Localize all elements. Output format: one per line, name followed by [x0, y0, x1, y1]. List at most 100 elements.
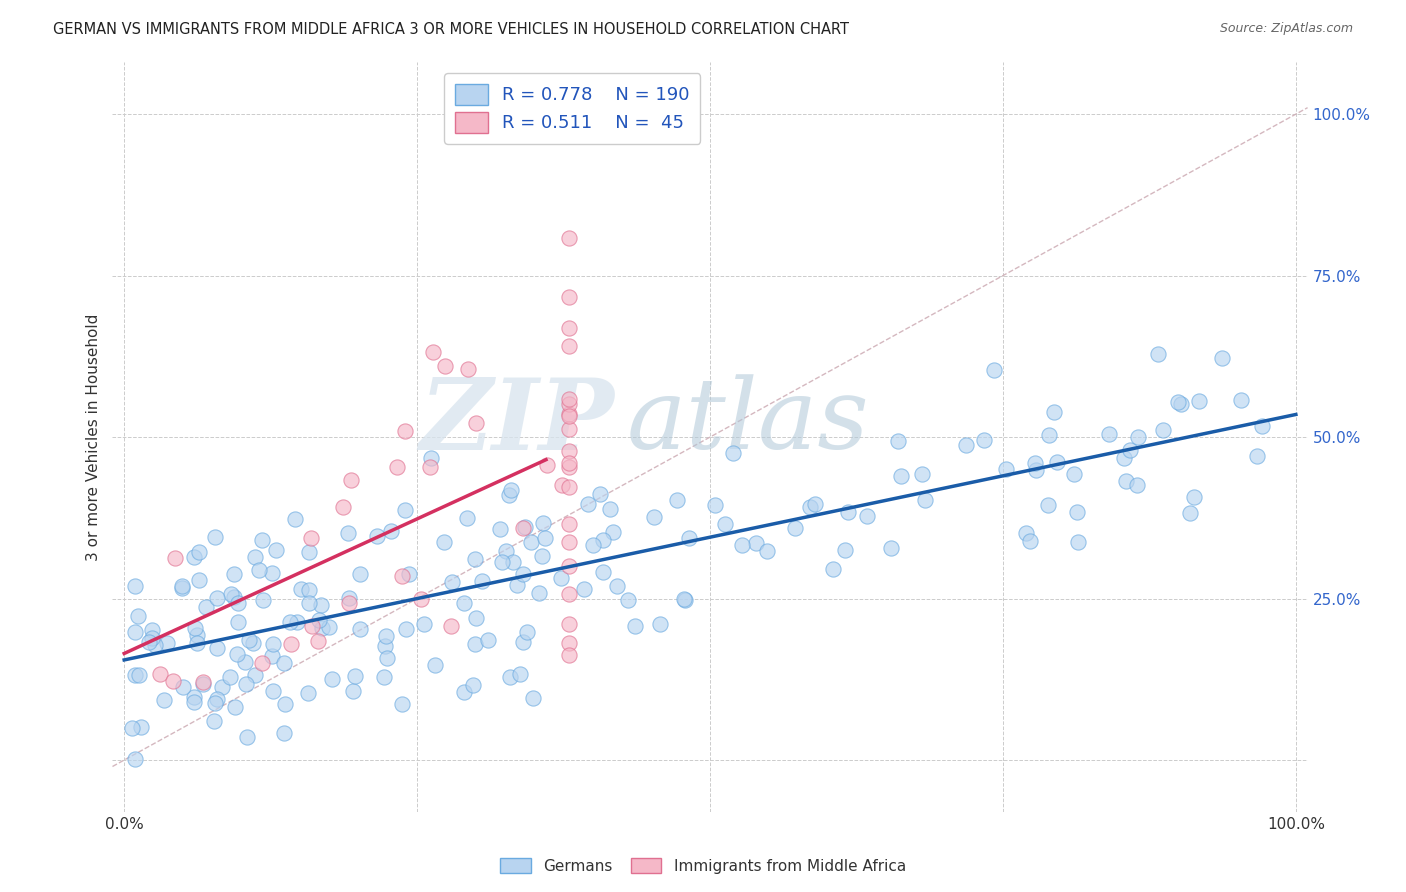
Point — [205, 640, 228, 655]
Point — [821, 562, 844, 576]
Point — [1098, 427, 1121, 442]
Point — [834, 543, 856, 558]
Point — [572, 582, 595, 596]
Point — [439, 619, 461, 633]
Point — [558, 456, 581, 470]
Point — [1119, 443, 1142, 458]
Point — [1112, 450, 1135, 465]
Point — [1014, 526, 1036, 541]
Point — [1167, 395, 1189, 409]
Point — [502, 555, 524, 569]
Point — [558, 421, 581, 435]
Point — [183, 621, 205, 635]
Point — [249, 563, 271, 577]
Point — [558, 636, 581, 650]
Point — [156, 635, 179, 649]
Point — [262, 637, 284, 651]
Point — [558, 290, 581, 304]
Text: GERMAN VS IMMIGRANTS FROM MIDDLE AFRICA 3 OR MORE VEHICLES IN HOUSEHOLD CORRELAT: GERMAN VS IMMIGRANTS FROM MIDDLE AFRICA … — [53, 22, 849, 37]
Point — [558, 535, 581, 549]
Point — [170, 579, 193, 593]
Point — [205, 692, 228, 706]
Point — [337, 526, 360, 541]
Point — [205, 591, 228, 606]
Point — [124, 624, 146, 639]
Point — [666, 492, 689, 507]
Point — [422, 345, 444, 359]
Point — [558, 321, 581, 335]
Point — [550, 571, 572, 585]
Point — [224, 700, 246, 714]
Point — [298, 544, 321, 558]
Point — [238, 633, 260, 648]
Point — [309, 598, 332, 612]
Point — [419, 460, 441, 475]
Point — [1246, 449, 1268, 463]
Point — [222, 567, 245, 582]
Point — [745, 536, 768, 550]
Point — [1152, 423, 1174, 437]
Point — [143, 639, 166, 653]
Point — [1036, 498, 1059, 512]
Point — [714, 517, 737, 532]
Point — [233, 655, 256, 669]
Point — [245, 550, 267, 565]
Point — [202, 714, 225, 728]
Point — [592, 565, 614, 579]
Point — [678, 531, 700, 545]
Point — [520, 534, 543, 549]
Point — [1019, 533, 1042, 548]
Point — [558, 516, 581, 531]
Point — [183, 695, 205, 709]
Point — [188, 573, 211, 587]
Text: Source: ZipAtlas.com: Source: ZipAtlas.com — [1219, 22, 1353, 36]
Point — [558, 480, 581, 494]
Point — [280, 637, 302, 651]
Point — [489, 522, 512, 536]
Point — [803, 497, 825, 511]
Point — [138, 635, 160, 649]
Point — [558, 409, 581, 424]
Point — [298, 582, 321, 597]
Point — [1187, 393, 1209, 408]
Point — [1066, 535, 1088, 549]
Point — [531, 516, 554, 530]
Point — [501, 483, 523, 498]
Point — [550, 478, 572, 492]
Point — [558, 339, 581, 353]
Point — [576, 497, 599, 511]
Point — [235, 676, 257, 690]
Point — [187, 545, 209, 559]
Point — [332, 500, 354, 515]
Point — [558, 407, 581, 421]
Point — [250, 657, 273, 671]
Point — [193, 674, 215, 689]
Point — [498, 488, 520, 502]
Point — [204, 696, 226, 710]
Point — [581, 538, 603, 552]
Point — [558, 648, 581, 662]
Point — [297, 686, 319, 700]
Point — [308, 613, 330, 627]
Point — [284, 512, 307, 526]
Point — [1038, 428, 1060, 442]
Point — [911, 467, 934, 482]
Point — [141, 623, 163, 637]
Point — [242, 636, 264, 650]
Point — [529, 586, 551, 600]
Point — [433, 359, 456, 374]
Point — [262, 684, 284, 698]
Point — [226, 647, 249, 661]
Point — [650, 617, 672, 632]
Y-axis label: 3 or more Vehicles in Household: 3 or more Vehicles in Household — [86, 313, 101, 561]
Point — [245, 668, 267, 682]
Point — [172, 582, 194, 596]
Point — [339, 473, 361, 487]
Point — [509, 667, 531, 681]
Point — [756, 544, 779, 558]
Point — [498, 670, 520, 684]
Point — [1043, 405, 1066, 419]
Point — [124, 752, 146, 766]
Point — [1024, 457, 1046, 471]
Point — [589, 487, 612, 501]
